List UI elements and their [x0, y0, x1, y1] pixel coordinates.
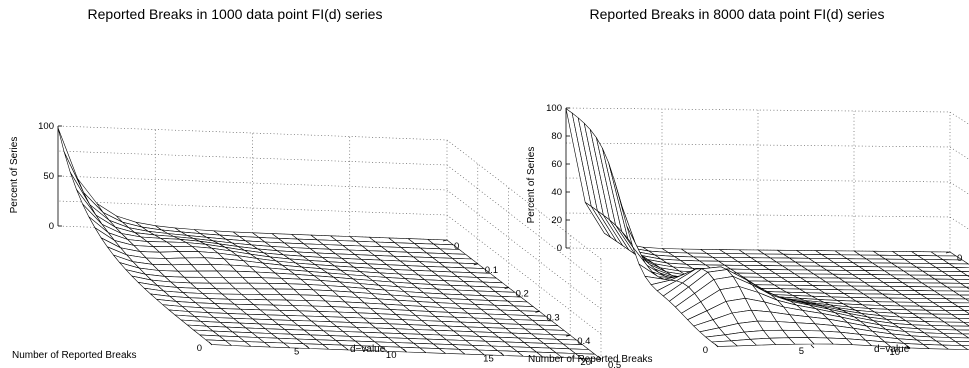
y-tick — [945, 251, 951, 254]
z-tick-label: 60 — [551, 159, 562, 170]
y-tick-label: 0.4 — [577, 336, 590, 347]
surface-mesh — [57, 127, 602, 360]
y-tick-label: 0 — [454, 241, 459, 252]
wall-gridline — [57, 125, 602, 260]
wall-gridline — [57, 175, 602, 310]
x-tick — [403, 348, 407, 353]
wall-gridline — [565, 107, 969, 125]
y-tick-label: 0.3 — [546, 312, 559, 323]
axes: 0204060801000510152000.10.20.30.40.5 — [546, 103, 962, 358]
y-tick-label: 0.5 — [608, 360, 621, 368]
z-tick-label: 40 — [551, 187, 562, 198]
z-axis-label: Percent of Series — [9, 137, 20, 214]
y-tick — [442, 239, 448, 242]
y-tick — [535, 311, 540, 313]
z-tick-label: 50 — [43, 171, 54, 182]
wall-gridline — [57, 200, 602, 335]
chart-title: Reported Breaks in 8000 data point FI(d)… — [590, 6, 885, 22]
x-tick-label: 0 — [197, 343, 202, 354]
x-tick-label: 20 — [580, 357, 591, 368]
y-tick — [596, 358, 602, 361]
x-tick-label: 5 — [294, 347, 299, 358]
x-tick — [305, 345, 310, 349]
x-tick — [906, 345, 911, 350]
x-tick — [500, 352, 505, 356]
z-tick-label: 80 — [551, 131, 562, 142]
y-tick-label: 0 — [957, 253, 962, 264]
x-tick — [810, 344, 815, 349]
x-tick-label: 15 — [483, 354, 494, 365]
surface-mesh — [565, 108, 969, 350]
axes: 0 50 100 0 5 10 15 20 0 0.1 0.2 0.3 0.4 0.5 — [38, 121, 621, 368]
y-tick-label: 0.2 — [516, 289, 529, 300]
y-tick-label: 0.1 — [485, 265, 498, 276]
surface-chart-1000-points: Reported Breaks in 1000 data point FI(d)… — [9, 6, 621, 368]
x-axis-label: Number of Reported Breaks — [12, 350, 137, 361]
x-tick-label: 0 — [703, 345, 708, 356]
z-tick-label: 0 — [49, 221, 54, 232]
z-tick-label: 100 — [38, 121, 54, 132]
surface-cell — [63, 151, 91, 205]
surface-chart-8000-points: Reported Breaks in 8000 data point FI(d)… — [526, 6, 969, 365]
x-tick-label: 10 — [889, 347, 900, 358]
x-tick — [597, 355, 602, 360]
chart-title: Reported Breaks in 1000 data point FI(d)… — [88, 6, 383, 22]
y-tick — [504, 287, 509, 289]
x-tick-label: 10 — [386, 350, 397, 361]
surface-cell — [70, 172, 97, 216]
y-axis-label: d−value — [350, 344, 386, 355]
z-tick-label: 20 — [551, 215, 562, 226]
y-tick — [473, 263, 478, 266]
z-axis-label: Percent of Series — [526, 147, 537, 224]
x-tick — [208, 341, 213, 346]
x-tick-label: 5 — [799, 346, 804, 357]
z-tick-label: 100 — [546, 103, 562, 114]
y-axis-label: d−value — [874, 344, 910, 355]
x-tick — [714, 343, 719, 348]
x-axis-label: Number of Reported Breaks — [528, 354, 653, 365]
y-tick — [566, 334, 571, 337]
z-tick-label: 0 — [557, 243, 562, 254]
